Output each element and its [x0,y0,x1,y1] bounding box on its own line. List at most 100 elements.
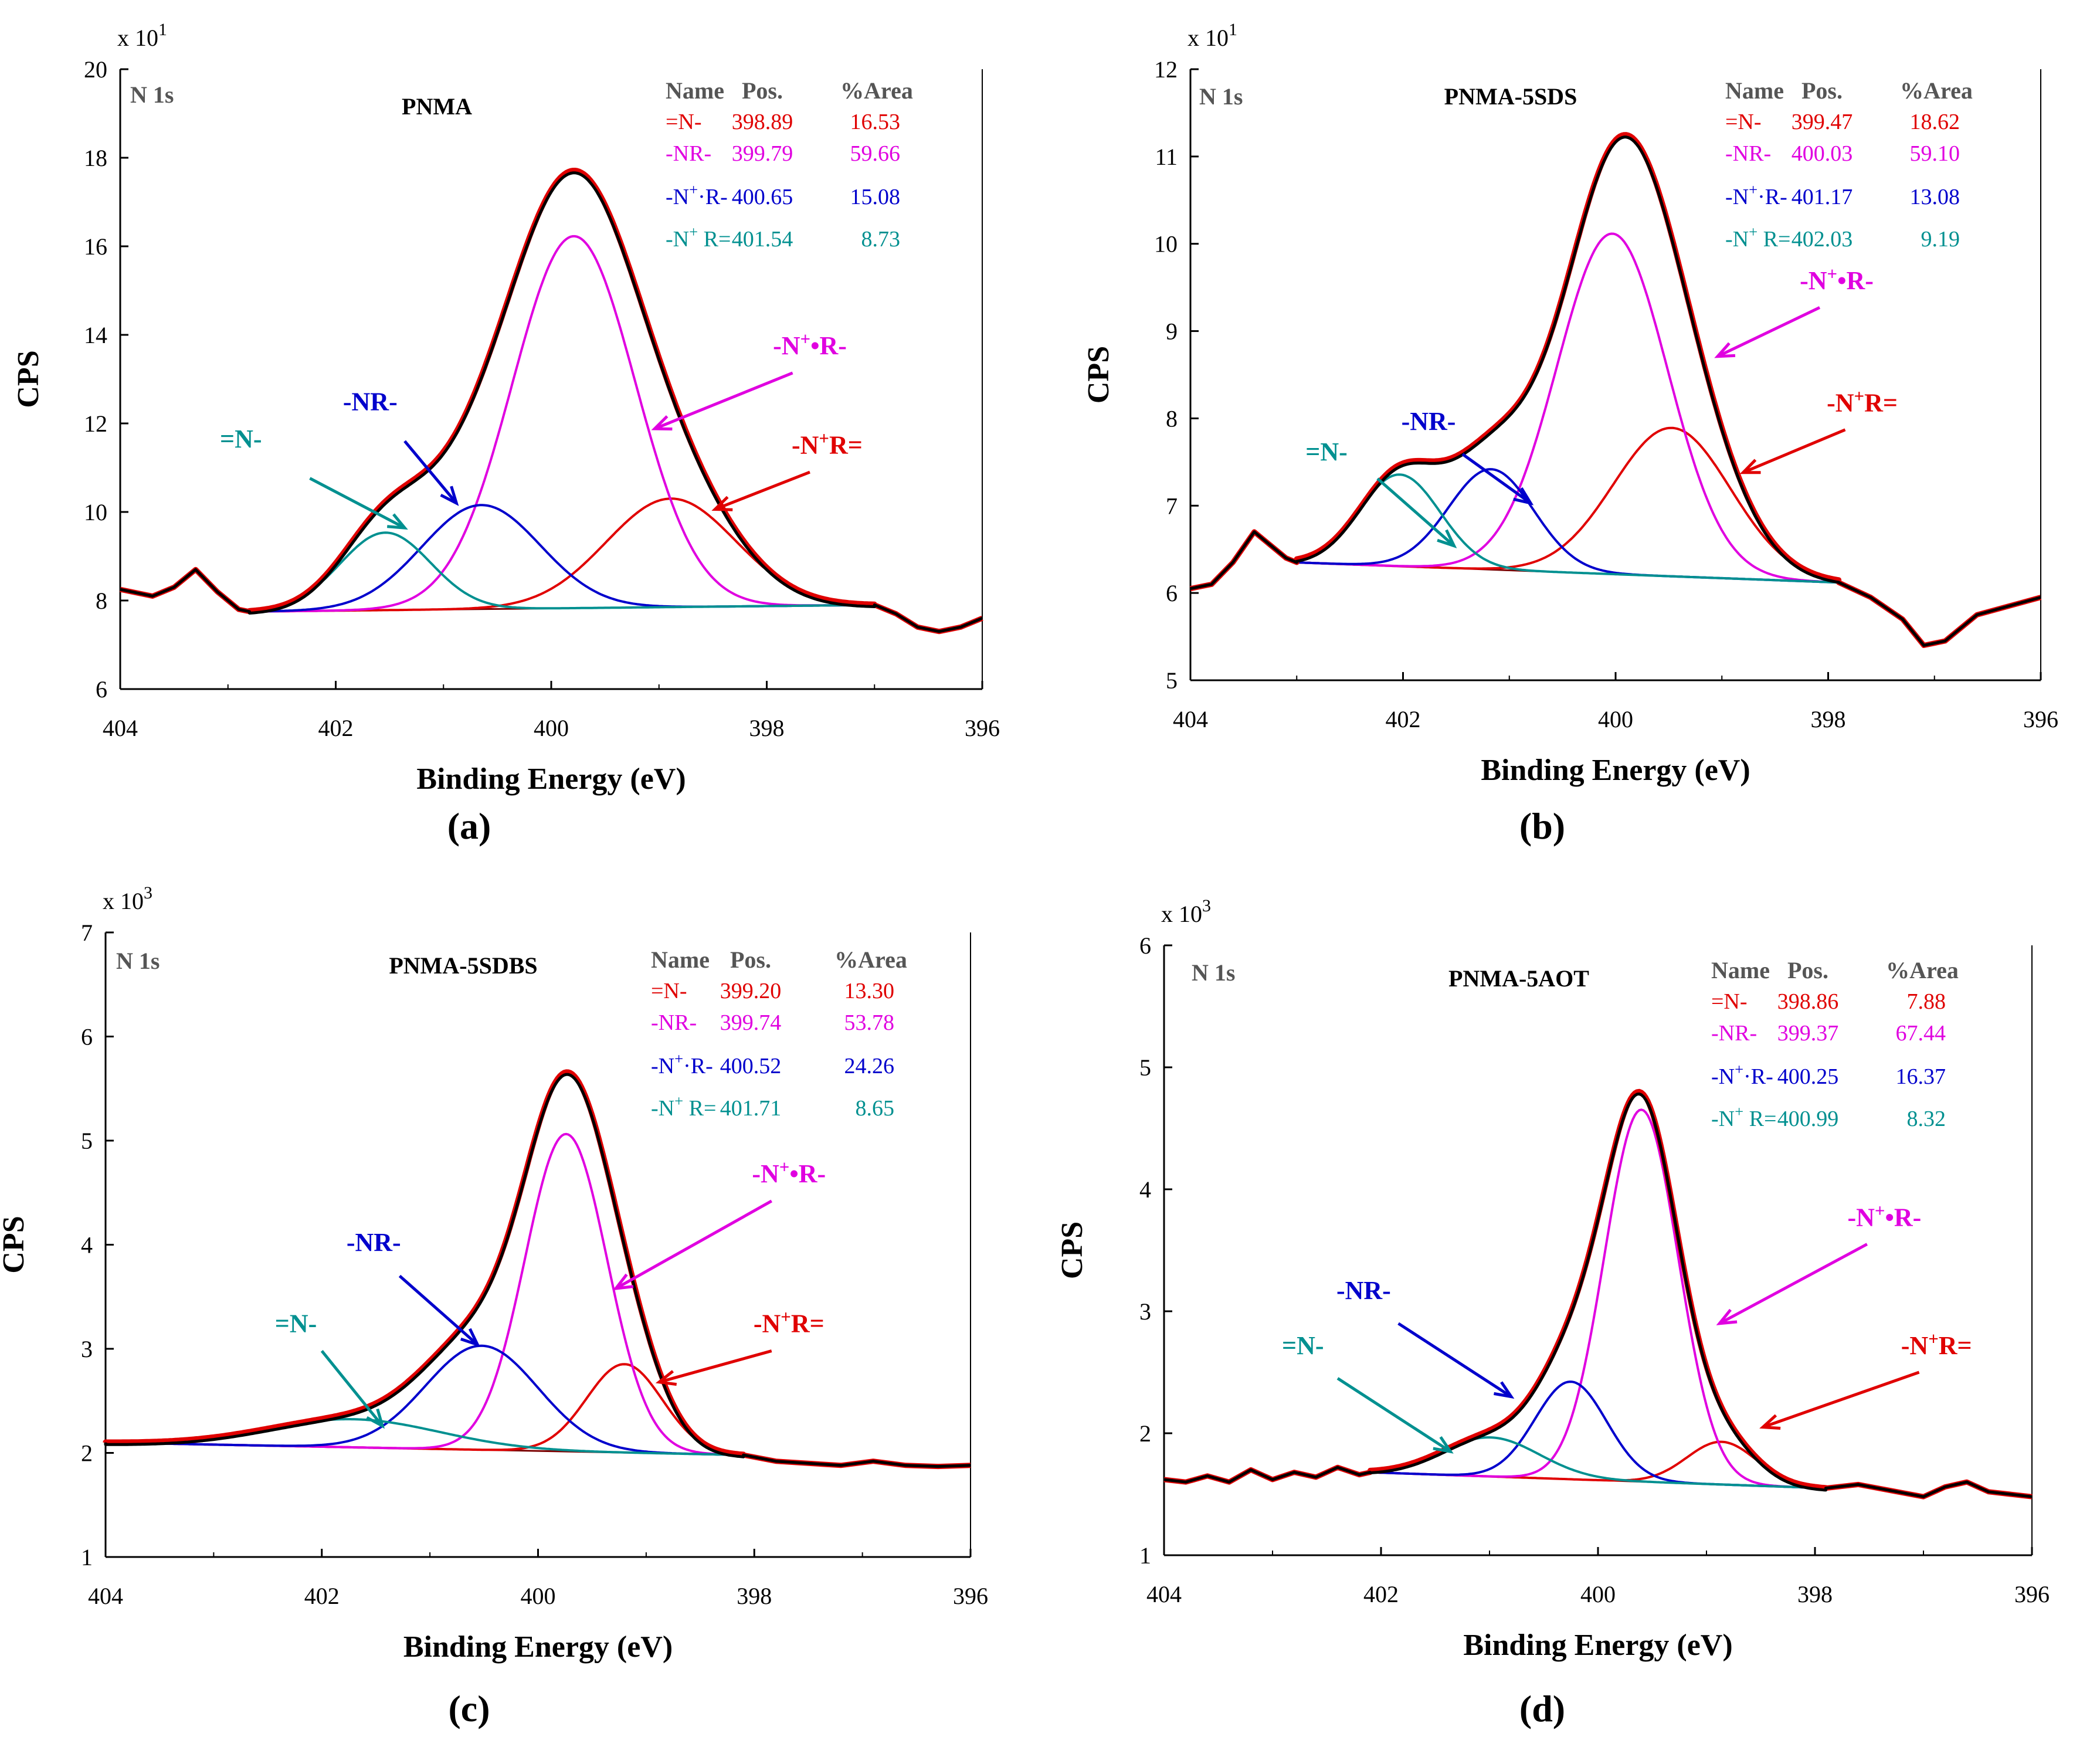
peak-arrowhead [612,1273,634,1291]
peak-arrowhead [1494,1381,1515,1399]
table-cell-name: =N- [666,110,702,134]
y-axis-title: CPS [1056,1222,1089,1279]
peak-label: -NR- [1336,1276,1391,1305]
table-cell-pos: 401.54 [732,227,793,252]
raw-data-line [120,168,983,635]
peak-arrow [1762,1371,1920,1429]
table-cell-pos: 400.52 [720,1054,782,1078]
peak-label: -N+R= [792,428,863,459]
table-cell-pos: 400.99 [1777,1107,1839,1131]
y-tick-label: 5 [81,1128,93,1154]
y-tick-label: 4 [1139,1176,1151,1203]
y-tick-label: 9 [1166,318,1178,345]
y-tick-label: 7 [81,920,93,946]
chart-title: PNMA-5SDS [1444,83,1577,110]
x-tick-label: 404 [1146,1581,1182,1607]
component-NplusR-line [249,531,875,612]
table-cell-pos: 399.37 [1777,1021,1839,1046]
y-tick-label: 4 [81,1232,93,1258]
table-cell-pos: 400.03 [1792,141,1853,166]
table-header: %Area [834,947,907,973]
table-cell-area: 16.53 [850,110,901,134]
region-label: N 1s [1192,959,1235,986]
table-cell-name: =N- [1725,110,1762,134]
y-multiplier: x 103 [1161,896,1211,927]
peak-arrow [403,440,458,504]
peak-label: -N+R= [1827,386,1898,418]
table-cell-name: =N- [651,979,687,1003]
table-cell-pos: 402.03 [1792,227,1853,252]
table-cell-pos: 399.74 [720,1010,782,1035]
component-NR-line [249,235,875,613]
y-tick-label: 6 [81,1024,93,1050]
y-tick-label: 3 [81,1336,93,1362]
region-label: N 1s [116,948,160,974]
peak-arrow [1336,1377,1451,1453]
panel-b: 404 402 400 398 396 5 6 7 8 9 10 11 12 x 101 Binding E… [1082,20,2058,847]
table-header: Pos. [742,77,783,104]
peak-arrow [398,1274,479,1346]
peak-arrowhead [1759,1414,1781,1430]
table-header: Name [651,947,710,973]
peak-label: -N+•R- [1800,264,1874,295]
peak-label: -N+R= [754,1307,825,1338]
envelope-line [1190,135,2041,647]
peak-arrowhead [1716,1308,1738,1325]
peak-arrowhead [655,1370,677,1386]
table-cell-pos: 398.86 [1777,989,1839,1014]
x-tick-label: 404 [103,715,138,741]
y-tick-label: 11 [1155,144,1178,170]
table-cell-area: 8.73 [861,227,901,252]
table-header: %Area [1886,957,1959,983]
y-tick-label: 10 [84,499,107,525]
table-cell-area: 24.26 [844,1054,895,1078]
table-cell-area: 13.30 [844,979,895,1003]
region-label: N 1s [130,82,174,108]
peak-arrow [1397,1322,1512,1398]
x-tick-label: 398 [1797,1581,1833,1607]
panel-label: (d) [1519,1688,1565,1729]
x-tick-label: 396 [2023,706,2058,732]
y-tick-label: 20 [84,56,107,83]
peak-label: -NR- [1402,407,1456,436]
raw-data-line [1190,132,2042,648]
table-cell-name: -N+·R- [1725,181,1787,209]
table-cell-name: -NR- [1725,141,1771,166]
table-cell-pos: 401.17 [1792,185,1853,209]
peak-label: =N- [1305,437,1348,466]
peak-arrowhead [711,496,733,511]
table-cell-area: 15.08 [850,185,901,209]
table-cell-name: -NR- [1711,1021,1757,1046]
y-tick-label: 12 [84,411,107,437]
y-multiplier: x 101 [1188,20,1237,51]
panel-a: 404 402 400 398 396 6 8 10 12 14 16 18 20 x 101 Bindin… [12,20,1000,847]
panel-label: (c) [448,1688,490,1729]
y-tick-label: 16 [84,233,107,260]
panel-d: 404 402 400 398 396 1 2 3 4 5 6 x 103 Binding Energy… [1056,896,2050,1729]
x-tick-label: 396 [953,1583,988,1609]
table-cell-pos: 399.20 [720,979,782,1003]
y-tick-label: 6 [1139,932,1151,959]
component-NR-line [1297,232,1839,584]
peak-arrow [1719,1243,1868,1325]
component-NR-line [1370,1108,1826,1490]
table-cell-area: 59.66 [850,141,901,166]
peak-label: =N- [1282,1331,1324,1360]
peak-arrow [659,1349,772,1384]
x-tick-label: 400 [534,715,569,741]
peak-arrow [1716,306,1821,358]
y-tick-label: 10 [1154,231,1178,257]
table-cell-pos: 401.71 [720,1096,782,1121]
x-tick-label: 398 [737,1583,772,1609]
x-tick-label: 400 [521,1583,556,1609]
peak-arrowhead [1437,529,1457,548]
peak-arrowhead [366,1408,385,1429]
table-header: %Area [1900,77,1973,104]
table-cell-name: -N+·R- [666,181,728,209]
peak-label: -N+•R- [752,1157,826,1188]
panel-label: (a) [447,805,491,847]
table-cell-pos: 400.65 [732,185,793,209]
y-axis-title: CPS [1082,346,1115,403]
peak-arrowhead [1739,459,1761,474]
x-axis-title: Binding Energy (eV) [416,762,686,796]
